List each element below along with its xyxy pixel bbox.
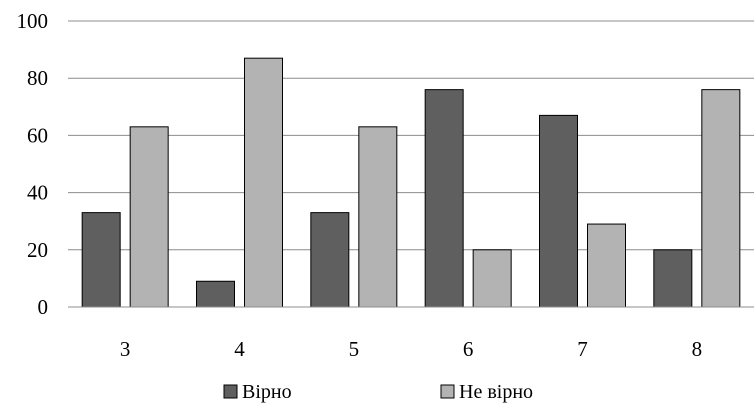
y-tick-label: 0 [38, 295, 49, 319]
bar-virno-4 [196, 280, 235, 308]
grid-lines [68, 20, 754, 251]
legend: Вірно Не вірно [223, 381, 533, 403]
bar-ne-virno-7 [587, 223, 626, 308]
bar-ne-virno-4 [244, 57, 283, 308]
y-tick-label: 100 [17, 9, 49, 33]
legend-swatch-ne-virno [440, 384, 455, 399]
bar-virno-6 [424, 89, 464, 308]
bar-ne-virno-6 [472, 249, 512, 308]
bar-virno-8 [653, 249, 693, 308]
bars [81, 57, 741, 308]
x-tick-label: 3 [120, 337, 131, 361]
bar-ne-virno-8 [701, 89, 741, 308]
x-tick-label: 7 [577, 337, 588, 361]
y-tick-label: 40 [27, 181, 48, 205]
x-tick-label: 4 [234, 337, 245, 361]
legend-swatch-virno [223, 384, 238, 399]
bar-virno-3 [81, 212, 121, 308]
bar-ne-virno-5 [358, 126, 398, 308]
axes: 0 20 40 60 80 100 3 4 5 6 7 8 [17, 9, 754, 361]
x-tick-label: 6 [463, 337, 474, 361]
y-tick-label: 80 [27, 66, 48, 90]
x-tick-label: 5 [349, 337, 360, 361]
legend-label-virno: Вірно [242, 381, 292, 403]
y-tick-label: 60 [27, 123, 48, 147]
bar-virno-5 [310, 212, 350, 308]
y-tick-label: 20 [27, 238, 48, 262]
x-tick-label: 8 [692, 337, 703, 361]
bar-ne-virno-3 [129, 126, 169, 308]
legend-label-ne-virno: Не вірно [459, 381, 533, 403]
bar-virno-7 [539, 114, 578, 308]
